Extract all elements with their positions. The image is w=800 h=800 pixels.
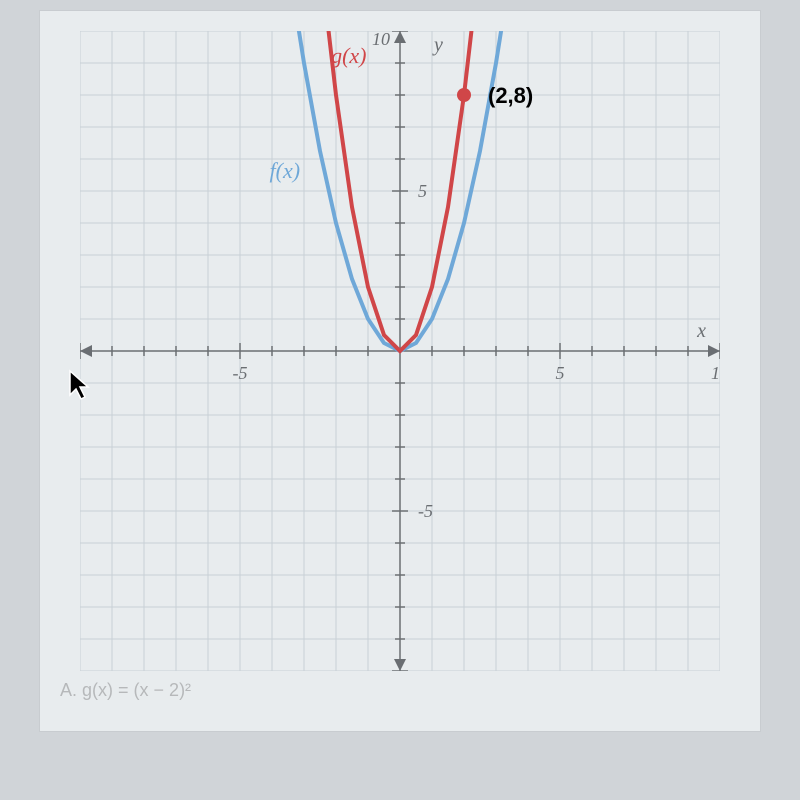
plot-area: 5 10 -5 5 -5 10 y x f(x) g(x) (2,8) (80, 31, 720, 671)
svg-text:(2,8): (2,8) (488, 83, 533, 108)
chart-frame: 5 10 -5 5 -5 10 y x f(x) g(x) (2,8) A. g(x) = (x −… (39, 10, 761, 732)
svg-text:5: 5 (418, 181, 427, 201)
svg-text:10: 10 (711, 363, 720, 383)
option-letter: A. (60, 680, 77, 700)
svg-text:-5: -5 (233, 363, 248, 383)
chart-svg: 5 10 -5 5 -5 10 y x f(x) g(x) (2,8) (80, 31, 720, 671)
svg-text:5: 5 (556, 363, 565, 383)
svg-text:-5: -5 (418, 501, 433, 521)
svg-text:x: x (696, 320, 706, 342)
svg-text:g(x): g(x) (331, 43, 366, 68)
svg-text:10: 10 (372, 31, 390, 49)
svg-text:y: y (432, 34, 443, 56)
svg-text:f(x): f(x) (270, 158, 301, 183)
answer-option-a[interactable]: A. g(x) = (x − 2)² (60, 680, 191, 701)
option-text: g(x) = (x − 2)² (82, 680, 191, 700)
